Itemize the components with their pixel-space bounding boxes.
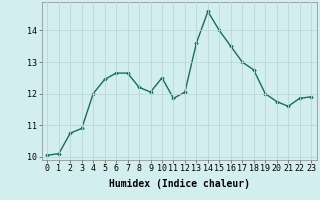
X-axis label: Humidex (Indice chaleur): Humidex (Indice chaleur) — [109, 179, 250, 189]
